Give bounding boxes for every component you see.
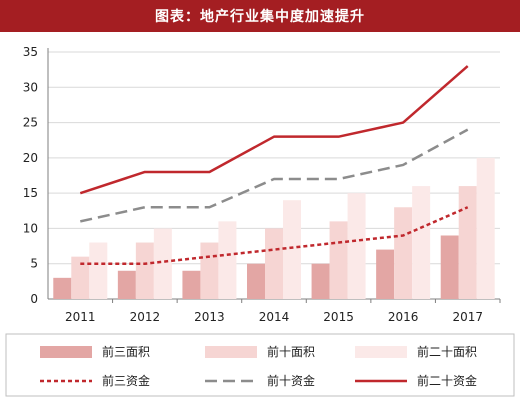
x-tick-label: 2011	[65, 310, 96, 324]
series-line-前十资金	[80, 128, 469, 223]
bar-前三面积-2013	[182, 270, 201, 299]
x-tick-label: 2014	[259, 310, 290, 324]
legend-swatch-前三面积	[40, 346, 92, 358]
chart-title-bar: 图表：地产行业集中度加速提升	[0, 0, 520, 32]
legend-label-前十资金: 前十资金	[267, 373, 315, 388]
bar-前二十面积-2015	[347, 193, 366, 299]
legend-box	[5, 333, 515, 397]
y-tick-label: 5	[30, 257, 38, 271]
bar-前二十面积-2014	[283, 200, 301, 299]
y-tick-label: 35	[23, 45, 38, 59]
chart-title: 图表：地产行业集中度加速提升	[155, 9, 365, 25]
legend-label-前三资金: 前三资金	[102, 373, 150, 388]
bar-前十面积-2015	[329, 221, 348, 299]
bar-前三面积-2012	[117, 270, 136, 299]
series-line-前三资金	[80, 206, 469, 265]
bar-前二十面积-2017	[476, 157, 495, 299]
bar-前三面积-2011	[53, 277, 72, 299]
y-tick-label: 15	[23, 186, 38, 200]
bar-前三面积-2017	[440, 235, 459, 299]
bar-前三面积-2015	[311, 263, 330, 299]
x-tick-label: 2016	[388, 310, 419, 324]
y-tick-label: 0	[30, 292, 38, 306]
y-tick-label: 20	[23, 151, 38, 165]
x-tick-label: 2013	[194, 310, 225, 324]
bar-前二十面积-2016	[412, 186, 431, 299]
bar-前十面积-2014	[265, 228, 283, 299]
x-tick-label: 2015	[323, 310, 354, 324]
bar-前十面积-2012	[135, 242, 154, 299]
bar-前二十面积-2012	[153, 228, 172, 299]
y-tick-label: 30	[23, 80, 38, 94]
bar-前十面积-2016	[394, 207, 413, 299]
legend-label-前十面积: 前十面积	[267, 344, 315, 359]
bar-前二十面积-2011	[89, 242, 108, 299]
y-tick-label: 10	[23, 221, 38, 235]
bar-前十面积-2011	[71, 256, 90, 299]
legend-label-前二十资金: 前二十资金	[417, 373, 477, 388]
bar-前三面积-2016	[376, 249, 395, 299]
x-tick-label: 2012	[130, 310, 161, 324]
y-tick-label: 25	[23, 116, 38, 130]
bar-前十面积-2013	[200, 242, 219, 299]
bar-前三面积-2014	[247, 263, 265, 299]
legend-label-前二十面积: 前二十面积	[417, 344, 477, 359]
legend-swatch-前十面积	[205, 346, 257, 358]
series-line-前二十资金	[79, 65, 469, 195]
bar-前十面积-2017	[458, 186, 477, 299]
legend-label-前三面积: 前三面积	[102, 344, 150, 359]
x-tick-label: 2017	[452, 310, 483, 324]
bar-前二十面积-2013	[218, 221, 237, 299]
legend-swatch-前二十面积	[355, 346, 407, 358]
